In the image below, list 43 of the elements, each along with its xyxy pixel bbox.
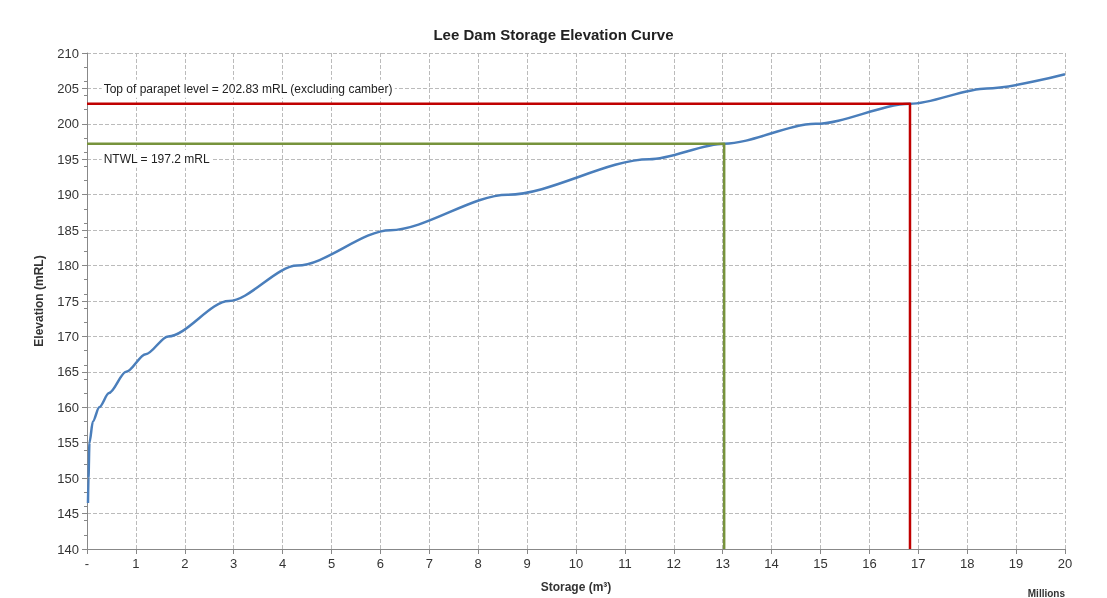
x-tick-label: 4 xyxy=(278,556,287,571)
y-tick-label: 195 xyxy=(57,151,79,167)
text: Millions xyxy=(1027,587,1066,598)
y-tick-label: 175 xyxy=(57,293,79,309)
x-tick-label: 18 xyxy=(959,556,975,571)
x-tick-label: 19 xyxy=(1008,556,1024,571)
x-tick-label: 10 xyxy=(568,556,584,571)
x-tick-label: 5 xyxy=(327,556,336,571)
x-tick-label: 7 xyxy=(425,556,433,571)
x-tick-label: 11 xyxy=(618,556,632,571)
x-tick-label: 16 xyxy=(862,556,877,571)
y-tick-label: 185 xyxy=(57,222,79,238)
x-tick-label: 12 xyxy=(666,556,682,571)
line-series xyxy=(86,73,1067,505)
x-tick-label: 15 xyxy=(813,556,828,571)
y-tick-label: 160 xyxy=(57,399,79,415)
y-tick-label: 210 xyxy=(57,45,79,61)
x-tick-label: 1 xyxy=(132,556,140,571)
y-tick-label: 165 xyxy=(57,364,79,380)
x-tick-label: 17 xyxy=(911,556,926,571)
x-tick-label: - xyxy=(84,556,90,571)
y-tick-label: 145 xyxy=(57,506,79,522)
annotation: NTWL = 197.2 mRL xyxy=(103,151,210,166)
y-tick-label: 170 xyxy=(57,328,79,344)
x-tick-label: 6 xyxy=(376,556,385,571)
x-tick-label: 2 xyxy=(181,556,189,571)
y-tick-label: 140 xyxy=(57,541,79,557)
y-tick-label: 190 xyxy=(57,187,79,203)
x-tick-label: 8 xyxy=(474,556,482,571)
y-tick-label: 180 xyxy=(57,258,79,274)
y-tick-label: 205 xyxy=(57,80,79,96)
x-tick-label: 13 xyxy=(715,556,730,571)
x-tick-label: 9 xyxy=(523,556,531,571)
y-tick-label: 200 xyxy=(57,116,79,132)
y-tick-label: 150 xyxy=(57,470,79,486)
chart-title: Lee Dam Storage Elevation Curve xyxy=(433,26,674,43)
x-tick-label: 14 xyxy=(764,556,779,571)
y-axis-title: Elevation (mRL) xyxy=(32,255,46,347)
x-tick-label: 3 xyxy=(230,556,238,571)
y-tick-label: 155 xyxy=(57,435,79,451)
x-tick-label: 20 xyxy=(1057,556,1073,571)
annotation: Top of parapet level = 202.83 mRL (excluding camber) xyxy=(103,81,393,96)
x-axis-title: Storage (m³) xyxy=(540,580,612,594)
